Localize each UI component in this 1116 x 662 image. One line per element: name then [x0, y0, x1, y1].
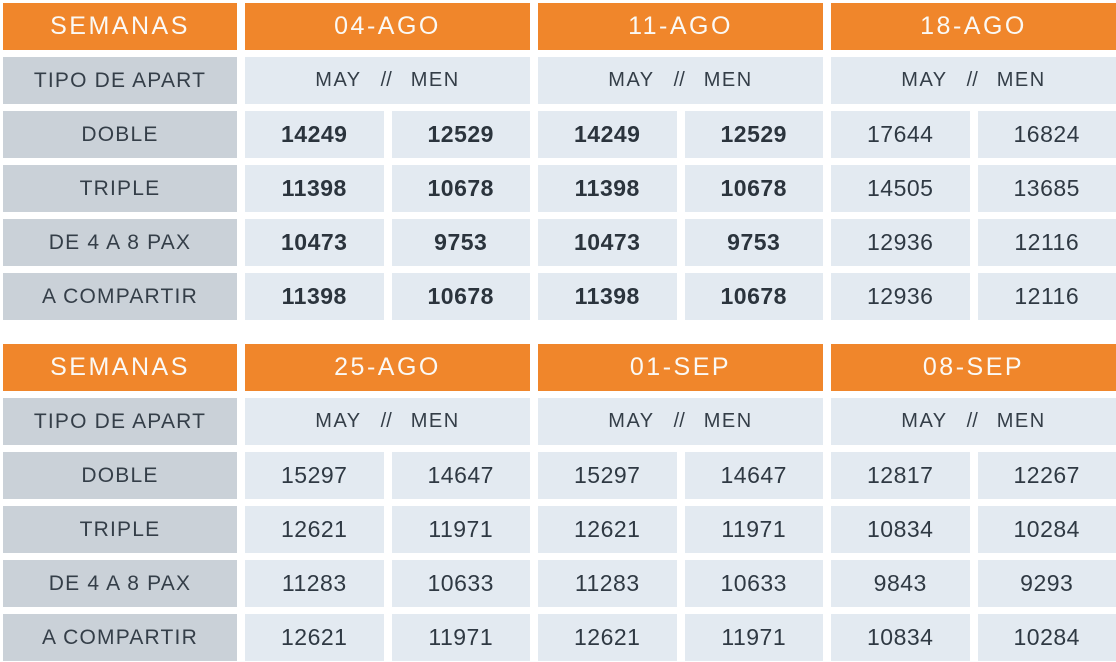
price-cell: 10473	[538, 219, 677, 266]
row-label-cell: DOBLE	[3, 111, 237, 158]
price-cell: 9843	[831, 560, 970, 607]
price-cell: 11398	[245, 165, 384, 212]
slash-separator: //	[673, 69, 685, 91]
price-cell: 9753	[391, 219, 530, 266]
row-label-cell: TRIPLE	[3, 165, 237, 212]
row-label-cell: DE 4 A 8 PAX	[3, 560, 237, 607]
row-label-cell: DOBLE	[3, 452, 237, 499]
men-label: MEN	[703, 410, 753, 432]
price-cell: 11283	[538, 560, 677, 607]
price-cell: 14647	[391, 452, 530, 499]
may-label: MAY	[315, 69, 362, 91]
may-men-subheader-cell: MAY // MEN	[831, 398, 1116, 445]
row-label-cell: A COMPARTIR	[3, 614, 237, 661]
price-cell: 11398	[245, 273, 384, 320]
price-cell: 14505	[831, 165, 970, 212]
price-cell: 17644	[831, 111, 970, 158]
price-cell: 10834	[831, 614, 970, 661]
slash-separator: //	[673, 410, 685, 432]
may-men-subheader-cell: MAY // MEN	[831, 57, 1116, 104]
price-cell: 12936	[831, 219, 970, 266]
price-cell: 11971	[391, 506, 530, 553]
slash-separator: //	[380, 69, 392, 91]
price-cell: 15297	[245, 452, 384, 499]
price-cell: 12267	[977, 452, 1116, 499]
price-cell: 10678	[391, 273, 530, 320]
men-label: MEN	[410, 410, 460, 432]
row-label-cell: A COMPARTIR	[3, 273, 237, 320]
row-label-cell: DE 4 A 8 PAX	[3, 219, 237, 266]
may-label: MAY	[608, 69, 655, 91]
price-cell: 12529	[391, 111, 530, 158]
week-header-cell: 25-AGO	[245, 344, 530, 391]
price-cell: 12621	[245, 614, 384, 661]
price-cell: 12621	[538, 506, 677, 553]
week-header-cell: 11-AGO	[538, 3, 823, 50]
week-header-cell: 08-SEP	[831, 344, 1116, 391]
price-cell: 14249	[538, 111, 677, 158]
price-cell: 10633	[391, 560, 530, 607]
price-cell: 12529	[684, 111, 823, 158]
tipo-de-apart-cell: TIPO DE APART	[3, 398, 237, 445]
price-cell: 13685	[977, 165, 1116, 212]
may-label: MAY	[901, 410, 948, 432]
price-cell: 11971	[391, 614, 530, 661]
week-header-cell: 18-AGO	[831, 3, 1116, 50]
week-header-cell: 04-AGO	[245, 3, 530, 50]
price-cell: 12621	[245, 506, 384, 553]
price-cell: 10284	[977, 614, 1116, 661]
price-cell: 10834	[831, 506, 970, 553]
price-cell: 9753	[684, 219, 823, 266]
price-cell: 14249	[245, 111, 384, 158]
price-cell: 15297	[538, 452, 677, 499]
price-cell: 11283	[245, 560, 384, 607]
men-label: MEN	[703, 69, 753, 91]
may-men-subheader-cell: MAY // MEN	[245, 398, 530, 445]
price-cell: 12817	[831, 452, 970, 499]
men-label: MEN	[996, 69, 1046, 91]
men-label: MEN	[410, 69, 460, 91]
slash-separator: //	[380, 410, 392, 432]
price-cell: 12116	[977, 273, 1116, 320]
price-cell: 10678	[391, 165, 530, 212]
price-cell: 12936	[831, 273, 970, 320]
price-cell: 9293	[977, 560, 1116, 607]
may-label: MAY	[901, 69, 948, 91]
may-men-subheader-cell: MAY // MEN	[538, 398, 823, 445]
rate-table-september: SEMANAS 25-AGO 01-SEP 08-SEP TIPO DE APA…	[3, 344, 1116, 661]
semanas-header-cell: SEMANAS	[3, 344, 237, 391]
price-cell: 11398	[538, 165, 677, 212]
price-cell: 10633	[684, 560, 823, 607]
price-cell: 10284	[977, 506, 1116, 553]
price-cell: 10678	[684, 273, 823, 320]
price-cell: 16824	[977, 111, 1116, 158]
price-cell: 12621	[538, 614, 677, 661]
price-cell: 12116	[977, 219, 1116, 266]
may-men-subheader-cell: MAY // MEN	[538, 57, 823, 104]
price-cell: 11971	[684, 506, 823, 553]
price-cell: 11398	[538, 273, 677, 320]
slash-separator: //	[966, 410, 978, 432]
row-label-cell: TRIPLE	[3, 506, 237, 553]
may-label: MAY	[608, 410, 655, 432]
tipo-de-apart-cell: TIPO DE APART	[3, 57, 237, 104]
may-label: MAY	[315, 410, 362, 432]
price-cell: 11971	[684, 614, 823, 661]
rate-table-august: SEMANAS 04-AGO 11-AGO 18-AGO TIPO DE APA…	[3, 3, 1116, 320]
semanas-header-cell: SEMANAS	[3, 3, 237, 50]
slash-separator: //	[966, 69, 978, 91]
price-cell: 14647	[684, 452, 823, 499]
men-label: MEN	[996, 410, 1046, 432]
week-header-cell: 01-SEP	[538, 344, 823, 391]
price-cell: 10678	[684, 165, 823, 212]
price-cell: 10473	[245, 219, 384, 266]
may-men-subheader-cell: MAY // MEN	[245, 57, 530, 104]
